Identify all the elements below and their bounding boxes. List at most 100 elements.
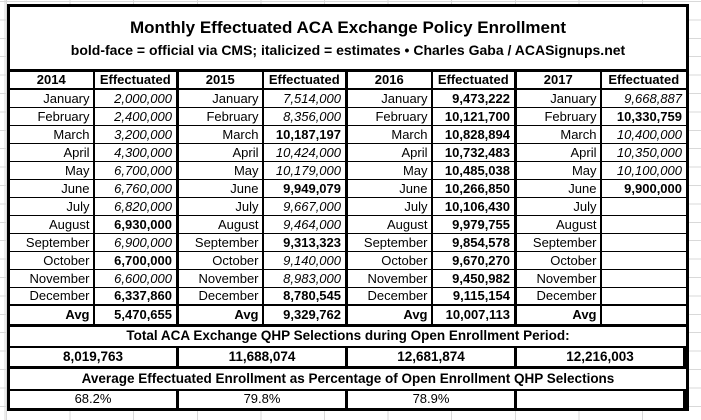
enrollment-value: 8,983,000 (263, 270, 348, 288)
month-label: April (10, 144, 95, 162)
enrollment-value: 10,350,000 (601, 144, 686, 162)
enrollment-value: 6,930,000 (94, 216, 179, 234)
enrollment-value: 9,900,000 (601, 180, 686, 198)
enrollment-value: 10,485,038 (432, 162, 517, 180)
enrollment-value: 10,187,197 (263, 126, 348, 144)
month-label: June (517, 180, 602, 198)
totals-grid: 8,019,763 11,688,074 12,681,874 12,216,003 (10, 348, 686, 369)
pct-value (517, 391, 686, 408)
avg-value: 9,329,762 (264, 306, 348, 324)
enrollment-value: 10,106,430 (432, 198, 517, 216)
month-label: May (10, 162, 95, 180)
month-label: December (348, 288, 433, 306)
month-label: March (348, 126, 433, 144)
effectuated-header-2016: Effectuated (432, 72, 517, 90)
enrollment-value: 9,667,000 (263, 198, 348, 216)
month-label: February (348, 108, 433, 126)
enrollment-value: 10,400,000 (601, 126, 686, 144)
pct-label: Average Effectuated Enrollment as Percen… (10, 369, 686, 391)
month-label: March (10, 126, 95, 144)
avg-value (602, 306, 687, 324)
effectuated-header-2015: Effectuated (263, 72, 348, 90)
pct-value: 78.9% (348, 391, 517, 408)
month-label: November (10, 270, 95, 288)
pct-value: 68.2% (10, 391, 179, 408)
enrollment-value (601, 252, 686, 270)
enrollment-value: 10,100,000 (601, 162, 686, 180)
month-label: July (10, 198, 95, 216)
enrollment-value: 2,400,000 (94, 108, 179, 126)
enrollment-table: Monthly Effectuated ACA Exchange Policy … (7, 4, 689, 411)
enrollment-value: 10,121,700 (432, 108, 517, 126)
month-label: October (179, 252, 264, 270)
table-title: Monthly Effectuated ACA Exchange Policy … (129, 18, 567, 37)
month-label: January (179, 90, 264, 108)
enrollment-value: 6,700,000 (94, 162, 179, 180)
month-label: June (179, 180, 264, 198)
month-label: August (10, 216, 95, 234)
enrollment-value: 8,356,000 (263, 108, 348, 126)
month-label: February (179, 108, 264, 126)
enrollment-value: 3,200,000 (94, 126, 179, 144)
enrollment-value: 9,668,887 (601, 90, 686, 108)
enrollment-value: 9,854,578 (432, 234, 517, 252)
enrollment-value: 6,337,860 (94, 288, 179, 306)
enrollment-value: 9,979,755 (432, 216, 517, 234)
month-label: April (517, 144, 602, 162)
enrollment-value: 6,700,000 (94, 252, 179, 270)
enrollment-value: 9,464,000 (263, 216, 348, 234)
enrollment-value: 6,600,000 (94, 270, 179, 288)
table-subtitle: bold-face = official via CMS; italicized… (70, 42, 626, 58)
month-label: October (517, 252, 602, 270)
enrollment-value: 9,115,154 (432, 288, 517, 306)
enrollment-value: 9,140,000 (263, 252, 348, 270)
enrollment-value: 9,313,323 (263, 234, 348, 252)
enrollment-value: 6,900,000 (94, 234, 179, 252)
month-label: March (179, 126, 264, 144)
enrollment-value (601, 198, 686, 216)
avg-label: Avg (179, 306, 264, 324)
month-label: September (348, 234, 433, 252)
month-label: May (348, 162, 433, 180)
enrollment-value: 2,000,000 (94, 90, 179, 108)
enrollment-value: 9,450,982 (432, 270, 517, 288)
enrollment-value: 4,300,000 (94, 144, 179, 162)
enrollment-value: 9,473,222 (432, 90, 517, 108)
year-header-2017: 2017 (517, 72, 602, 90)
month-label: October (348, 252, 433, 270)
enrollment-value (601, 270, 686, 288)
enrollment-value: 9,670,270 (432, 252, 517, 270)
month-label: July (348, 198, 433, 216)
month-label: June (348, 180, 433, 198)
month-label: September (179, 234, 264, 252)
month-label: October (10, 252, 95, 270)
enrollment-value: 9,949,079 (263, 180, 348, 198)
month-label: July (517, 198, 602, 216)
oe-total-value: 11,688,074 (179, 348, 348, 369)
month-label: December (517, 288, 602, 306)
month-label: May (517, 162, 602, 180)
avg-value: 10,007,113 (433, 306, 517, 324)
month-label: May (179, 162, 264, 180)
table-title-block: Monthly Effectuated ACA Exchange Policy … (10, 7, 686, 72)
pct-grid: 68.2% 79.8% 78.9% (10, 391, 686, 408)
month-label: April (179, 144, 264, 162)
enrollment-value: 6,760,000 (94, 180, 179, 198)
month-label: August (517, 216, 602, 234)
monthly-grid: 2014 Effectuated 2015 Effectuated 2016 Effect… (10, 72, 686, 324)
oe-total-value: 12,681,874 (348, 348, 517, 369)
month-label: August (179, 216, 264, 234)
enrollment-value: 10,424,000 (263, 144, 348, 162)
enrollment-value: 10,266,850 (432, 180, 517, 198)
month-label: April (348, 144, 433, 162)
month-label: February (517, 108, 602, 126)
avg-label: Avg (517, 306, 602, 324)
pct-value: 79.8% (179, 391, 348, 408)
oe-total-value: 12,216,003 (517, 348, 686, 369)
month-label: January (10, 90, 95, 108)
enrollment-value (601, 234, 686, 252)
enrollment-value: 10,828,894 (432, 126, 517, 144)
avg-label: Avg (348, 306, 433, 324)
month-label: January (348, 90, 433, 108)
oe-totals-label: Total ACA Exchange QHP Selections during… (10, 324, 686, 348)
